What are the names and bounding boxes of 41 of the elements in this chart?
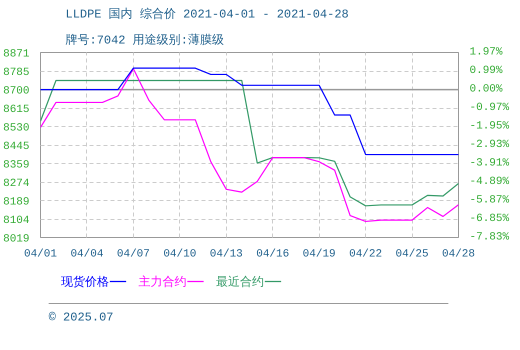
x-tick-label: 04/19 <box>302 248 336 260</box>
x-tick-label: 04/01 <box>24 248 58 260</box>
y2-tick-label: -7.83% <box>470 232 510 244</box>
line-series <box>40 80 458 206</box>
y2-tick-label: -6.85% <box>470 213 510 225</box>
y2-tick-label: 0.00% <box>470 84 503 96</box>
y-tick-label: 8530 <box>3 122 30 135</box>
y-tick-label: 8871 <box>3 48 30 60</box>
legend-label: 主力合约 <box>138 274 186 288</box>
chart-subtitle: 牌号:7042 用途级别:薄膜级 <box>66 34 224 48</box>
y-tick-label: 8445 <box>3 141 30 153</box>
legend-label: 最近合约 <box>216 274 264 288</box>
y-tick-label: 8104 <box>3 215 30 228</box>
x-tick-label: 04/10 <box>163 248 196 260</box>
y2-tick-label: -5.87% <box>470 194 510 206</box>
y-tick-label: 8189 <box>3 196 30 209</box>
y-tick-label: 8615 <box>3 104 30 116</box>
x-tick-label: 04/13 <box>210 248 243 260</box>
y2-tick-label: -0.97% <box>470 102 510 114</box>
chart-title: LLDPE 国内 综合价 2021-04-01 - 2021-04-28 <box>66 6 349 22</box>
x-tick-label: 04/25 <box>396 248 429 260</box>
y2-tick-label: -4.89% <box>470 176 510 188</box>
y-tick-label: 8019 <box>3 234 30 246</box>
line-series <box>40 68 458 222</box>
x-tick-label: 04/04 <box>70 248 104 260</box>
legend-label: 现货价格 <box>60 274 109 288</box>
y2-tick-label: 1.97% <box>470 46 503 58</box>
y-tick-label: 8700 <box>3 86 30 98</box>
y2-tick-label: -2.93% <box>470 139 510 151</box>
x-tick-label: 04/22 <box>349 248 382 260</box>
x-tick-label: 04/16 <box>256 248 290 260</box>
y-tick-label: 8274 <box>3 178 30 190</box>
x-tick-label: 04/28 <box>442 248 476 260</box>
x-tick-label: 04/07 <box>116 248 150 260</box>
y2-tick-label: -1.95% <box>470 120 510 132</box>
y2-tick-label: 0.99% <box>470 65 503 77</box>
line-series <box>40 68 458 156</box>
text: © 2025.07 <box>48 310 114 324</box>
y-tick-label: 8359 <box>3 160 30 172</box>
y-tick-label: 8785 <box>3 67 30 80</box>
y2-tick-label: -3.91% <box>470 158 510 170</box>
